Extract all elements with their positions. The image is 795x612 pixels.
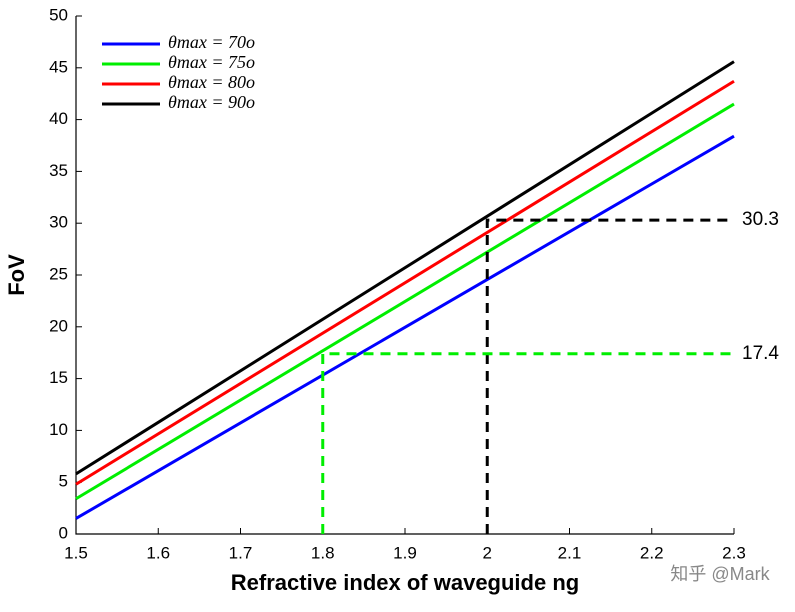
x-axis-label: Refractive index of waveguide ng <box>231 570 579 595</box>
legend-label: θmax = 75o <box>168 52 255 72</box>
y-tick-label: 30 <box>49 213 68 232</box>
legend-label: θmax = 70o <box>168 32 255 52</box>
x-tick-label: 1.8 <box>311 543 335 562</box>
series-line <box>75 79 735 486</box>
x-tick-label: 2.3 <box>722 543 746 562</box>
legend-label: θmax = 80o <box>168 72 255 92</box>
x-tick-label: 1.9 <box>393 543 417 562</box>
y-tick-label: 20 <box>49 316 68 335</box>
y-tick-label: 40 <box>49 109 68 128</box>
annotation-line <box>321 352 734 534</box>
x-tick-label: 2.1 <box>558 543 582 562</box>
series-line <box>75 60 735 476</box>
y-tick-label: 0 <box>59 523 68 542</box>
axes <box>75 16 734 535</box>
y-tick-label: 15 <box>49 368 68 387</box>
annotation-label: 17.4 <box>742 343 779 364</box>
watermark: 知乎 @Mark <box>670 564 770 584</box>
legend-label: θmax = 90o <box>168 92 255 112</box>
y-tick-label: 45 <box>49 57 68 76</box>
y-tick-label: 50 <box>49 5 68 24</box>
y-tick-label: 35 <box>49 161 68 180</box>
y-tick-label: 25 <box>49 264 68 283</box>
series-line <box>75 102 735 501</box>
x-tick-label: 1.7 <box>229 543 253 562</box>
x-tick-label: 1.5 <box>64 543 88 562</box>
y-axis-label: FoV <box>4 254 29 296</box>
series-line <box>75 134 735 520</box>
x-tick-label: 1.6 <box>146 543 170 562</box>
y-tick-label: 5 <box>59 472 68 491</box>
y-tick-label: 10 <box>49 420 68 439</box>
x-tick-label: 2.2 <box>640 543 664 562</box>
annotation-label: 30.3 <box>742 209 779 230</box>
annotation-line <box>485 218 734 534</box>
x-tick-label: 2 <box>483 543 492 562</box>
